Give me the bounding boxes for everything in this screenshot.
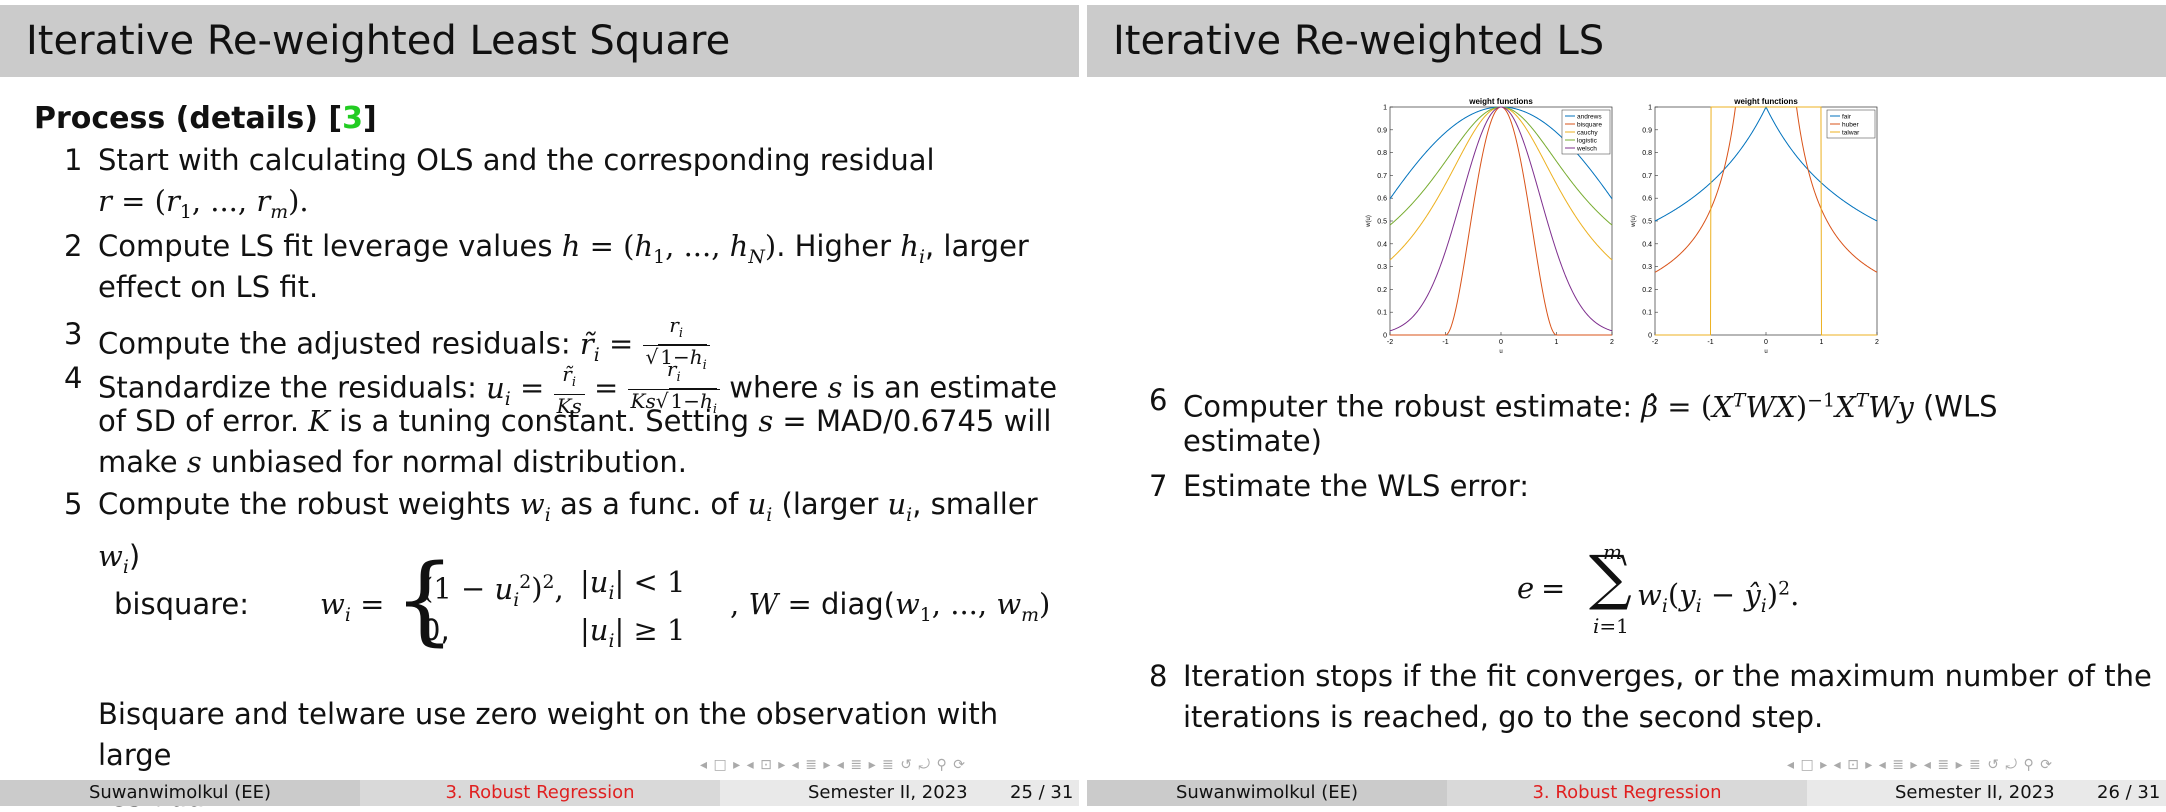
footer-date: Semester II, 2023 xyxy=(1895,782,2055,803)
legend-entry: andrews xyxy=(1577,114,1602,121)
citation-link[interactable]: 3 xyxy=(342,101,363,136)
footer-section[interactable]: 3. Robust Regression xyxy=(1447,780,1807,806)
slide-title: Iterative Re-weighted Least Square xyxy=(0,5,1079,77)
x-tick-label: 1 xyxy=(1820,339,1824,346)
y-tick-label: 0.4 xyxy=(1377,241,1387,248)
y-tick-label: 0.8 xyxy=(1377,150,1387,157)
x-tick-label: 0 xyxy=(1499,339,1503,346)
legend-entry: logistic xyxy=(1577,138,1598,145)
legend-entry: fair xyxy=(1842,114,1852,121)
y-tick-label: 0.7 xyxy=(1377,173,1387,180)
slide-26: Iterative Re-weighted LS weight function… xyxy=(1087,0,2166,812)
footer: Suwanwimolkul (EE) 3. Robust Regression … xyxy=(1087,780,2166,806)
y-tick-label: 0.7 xyxy=(1642,173,1652,180)
series-line-talwar xyxy=(1655,106,1877,336)
x-tick-label: -1 xyxy=(1442,339,1448,346)
y-tick-label: 0.1 xyxy=(1377,310,1387,317)
y-tick-label: 0.6 xyxy=(1377,196,1387,203)
legend-entry: huber xyxy=(1842,122,1859,129)
legend-entry: cauchy xyxy=(1577,130,1598,137)
beamer-nav-controls[interactable]: ◂ □ ▸ ◂ ⊡ ▸ ◂ ≣ ▸ ◂ ≣ ▸ ≣ ↺ ⤾ ⚲ ⟳ xyxy=(700,757,966,773)
y-tick-label: 0.9 xyxy=(1377,127,1387,134)
plot-area xyxy=(1654,106,1878,336)
x-tick-label: 0 xyxy=(1764,339,1768,346)
x-tick-label: -2 xyxy=(1652,339,1658,346)
footer: Suwanwimolkul (EE) 3. Robust Regression … xyxy=(0,780,1079,806)
footer-section[interactable]: 3. Robust Regression xyxy=(360,780,720,806)
series-line-welsch xyxy=(1389,106,1613,332)
y-tick-label: 0 xyxy=(1648,333,1652,340)
x-tick-label: 2 xyxy=(1875,339,1879,346)
y-tick-label: 0.5 xyxy=(1642,219,1652,226)
footer-author: Suwanwimolkul (EE) xyxy=(0,780,360,806)
weight-functions-chart-1: weight functions 0 0.1 0.2 0.3 0.4 0.5 0.6 0.7 0.… xyxy=(1366,97,1614,355)
legend-entry: talwar xyxy=(1842,130,1860,137)
y-tick-label: 0.2 xyxy=(1642,287,1652,294)
legend-entry: bisquare xyxy=(1577,122,1602,129)
x-tick-label: 2 xyxy=(1610,339,1614,346)
x-tick-label: 1 xyxy=(1555,339,1559,346)
chart-title: weight functions xyxy=(1468,97,1533,106)
y-tick-label: 1 xyxy=(1648,105,1652,112)
y-axis-label: w(u) xyxy=(1366,215,1372,228)
y-tick-label: 1 xyxy=(1383,105,1387,112)
footer-date: Semester II, 2023 xyxy=(808,782,968,803)
y-axis-label: w(u) xyxy=(1631,215,1637,228)
x-tick-label: -1 xyxy=(1707,339,1713,346)
beamer-nav-controls[interactable]: ◂ □ ▸ ◂ ⊡ ▸ ◂ ≣ ▸ ◂ ≣ ▸ ≣ ↺ ⤾ ⚲ ⟳ xyxy=(1787,757,2053,773)
footer-page: 26 / 31 xyxy=(2097,782,2161,803)
y-tick-label: 0.5 xyxy=(1377,219,1387,226)
y-tick-label: 0 xyxy=(1383,333,1387,340)
y-tick-label: 0.3 xyxy=(1377,264,1387,271)
chart-title: weight functions xyxy=(1733,97,1798,106)
y-tick-label: 0.3 xyxy=(1642,264,1652,271)
x-axis-label: u xyxy=(1764,349,1767,355)
section-heading: Process (details) [3] xyxy=(34,101,377,136)
bisquare-label: bisquare: xyxy=(114,587,250,621)
y-tick-label: 0.9 xyxy=(1642,127,1652,134)
footer-author: Suwanwimolkul (EE) xyxy=(1087,780,1447,806)
slide-title: Iterative Re-weighted LS xyxy=(1087,5,2166,77)
weight-functions-chart-2: weight functions 0 0.1 0.2 0.3 0.4 0.5 0.6 0.7 0.… xyxy=(1631,97,1879,355)
y-tick-label: 0.6 xyxy=(1642,196,1652,203)
footer-page: 25 / 31 xyxy=(1010,782,1074,803)
wls-error-equation: e = m ∑ i=1 wi(yi − ŷi)2. xyxy=(1517,540,1800,638)
slide-25: Iterative Re-weighted Least Square Proce… xyxy=(0,0,1079,812)
bisquare-equation: wi = xyxy=(320,587,385,626)
y-tick-label: 0.2 xyxy=(1377,287,1387,294)
y-tick-label: 0.4 xyxy=(1642,241,1652,248)
x-axis-label: u xyxy=(1499,349,1502,355)
x-tick-label: -2 xyxy=(1387,339,1393,346)
y-tick-label: 0.8 xyxy=(1642,150,1652,157)
legend-entry: welsch xyxy=(1576,146,1597,153)
y-tick-label: 0.1 xyxy=(1642,310,1652,317)
